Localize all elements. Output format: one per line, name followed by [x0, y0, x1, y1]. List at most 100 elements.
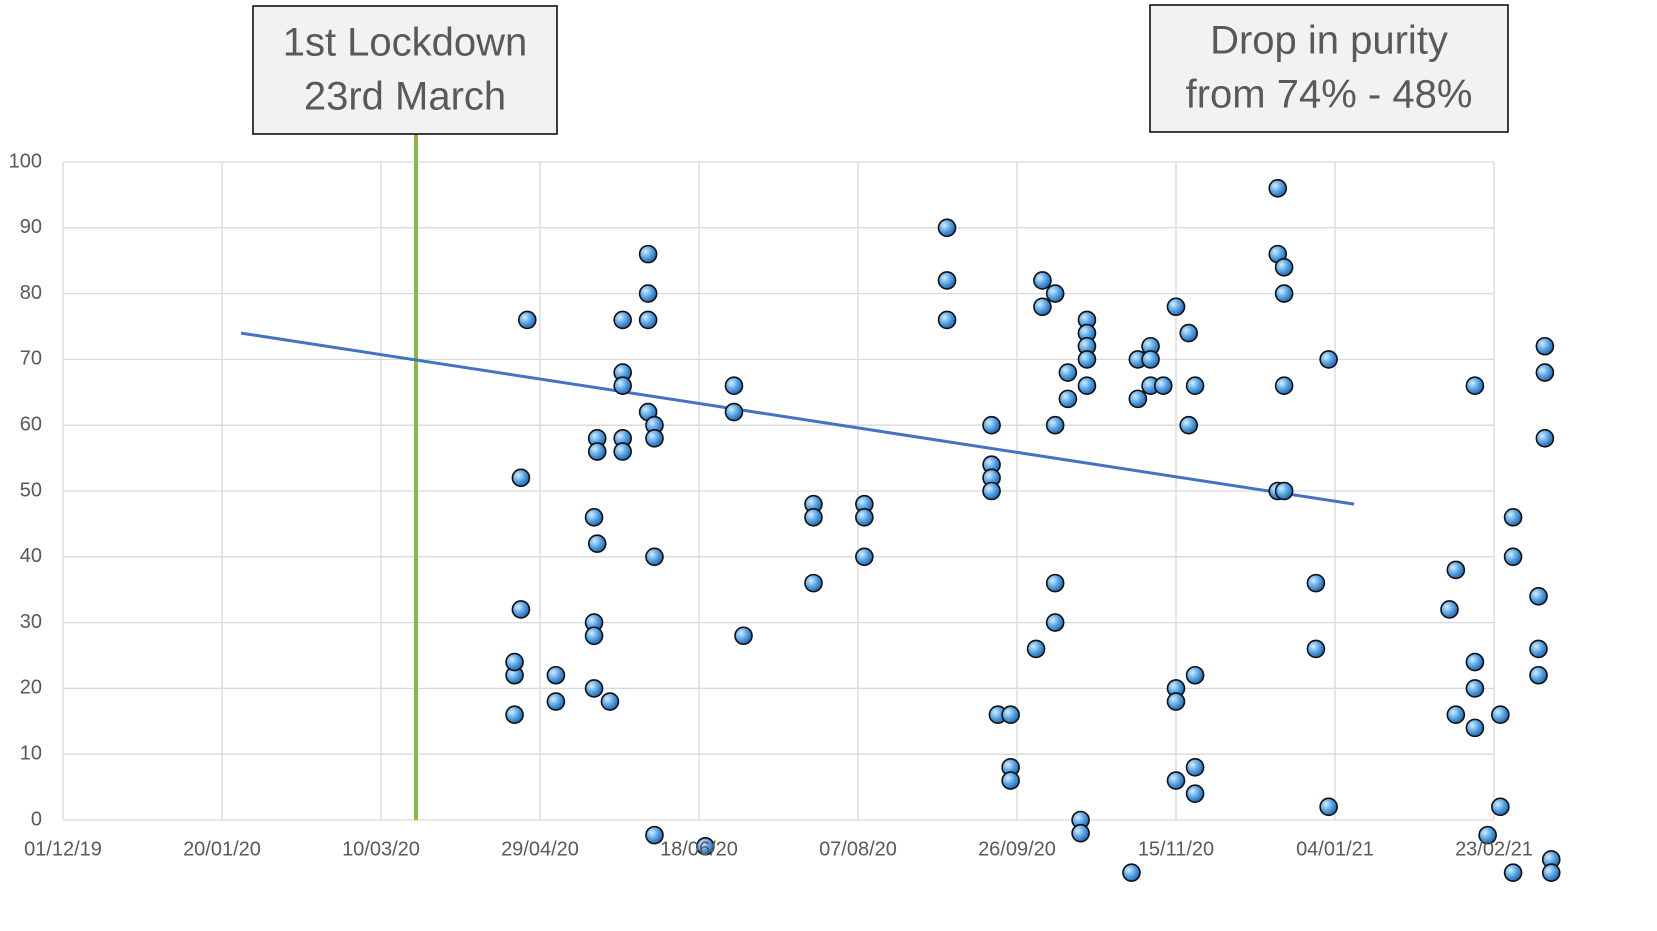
point — [1535, 363, 1555, 382]
point — [1058, 363, 1078, 382]
point — [937, 271, 957, 290]
point — [1185, 376, 1205, 396]
annotation-text: Drop in purity — [1210, 19, 1448, 63]
point — [511, 600, 531, 619]
point — [734, 626, 753, 646]
point — [517, 310, 537, 330]
point — [1274, 376, 1294, 396]
y-tick-label: 100 — [9, 150, 42, 172]
annotation-box — [252, 5, 558, 135]
point — [1465, 652, 1485, 672]
y-tick-label: 20 — [20, 677, 42, 699]
point — [1491, 797, 1510, 817]
x-tick-label: 26/09/20 — [978, 838, 1056, 860]
point — [584, 508, 604, 527]
point — [1185, 758, 1205, 777]
x-tick-label: 18/06/20 — [660, 838, 738, 860]
point — [1503, 508, 1523, 527]
point — [1465, 679, 1485, 698]
point — [1128, 389, 1148, 409]
point — [1541, 863, 1561, 882]
point — [645, 429, 664, 448]
point — [982, 415, 1001, 435]
point — [505, 652, 524, 672]
point — [1268, 179, 1288, 198]
point — [855, 547, 874, 567]
annotation-text: 1st Lockdown — [283, 21, 528, 65]
annotation-text: 23rd March — [304, 75, 506, 119]
x-tick-label: 01/12/19 — [24, 838, 102, 860]
point — [1045, 613, 1065, 632]
y-tick-label: 70 — [20, 348, 42, 370]
point — [1058, 389, 1078, 409]
point — [1045, 284, 1065, 303]
point — [1141, 350, 1160, 369]
point — [1045, 573, 1065, 593]
point — [1179, 415, 1199, 435]
point — [1529, 586, 1548, 606]
point — [1503, 547, 1523, 567]
y-tick-label: 90 — [20, 216, 42, 238]
point — [584, 679, 604, 698]
point — [1306, 573, 1326, 593]
point — [1440, 600, 1459, 619]
point — [1045, 415, 1065, 435]
y-tick-label: 50 — [20, 479, 42, 501]
point — [855, 508, 874, 527]
point — [1001, 705, 1020, 725]
annotation-box — [1149, 4, 1509, 133]
point — [546, 692, 566, 711]
point — [1001, 771, 1020, 790]
point — [1077, 376, 1097, 396]
point — [587, 442, 607, 461]
y-tick-label: 60 — [20, 413, 42, 435]
point — [1465, 376, 1485, 396]
point — [1465, 718, 1485, 738]
point — [1446, 560, 1466, 580]
point — [1166, 692, 1186, 711]
point — [1166, 297, 1186, 317]
point — [1274, 257, 1294, 277]
x-tick-label: 10/03/20 — [342, 838, 420, 860]
point — [1185, 784, 1205, 803]
point — [1478, 825, 1497, 845]
point — [613, 376, 632, 396]
x-tick-label: 04/01/21 — [1296, 838, 1374, 860]
point — [638, 244, 658, 264]
point — [638, 310, 658, 330]
y-tick-label: 80 — [20, 282, 42, 304]
point — [1274, 481, 1294, 501]
point — [645, 825, 664, 845]
point — [1535, 429, 1555, 448]
point — [1033, 271, 1052, 290]
point — [804, 573, 823, 593]
x-tick-label: 07/08/20 — [819, 838, 897, 860]
point — [511, 468, 531, 488]
point — [505, 705, 524, 725]
y-tick-label: 30 — [20, 611, 42, 633]
point — [1306, 639, 1326, 659]
point — [1535, 336, 1555, 356]
grid — [62, 161, 1495, 821]
point — [1179, 323, 1199, 343]
point — [1033, 297, 1052, 317]
point — [1077, 350, 1097, 369]
point — [724, 402, 744, 422]
point — [982, 481, 1001, 501]
point — [1319, 797, 1338, 817]
point — [546, 665, 566, 685]
point — [1319, 350, 1338, 369]
point — [1071, 823, 1090, 843]
y-tick-label: 10 — [20, 742, 42, 764]
point — [638, 284, 658, 303]
point — [613, 310, 632, 330]
point — [1153, 376, 1173, 396]
point — [645, 547, 664, 567]
point — [1122, 863, 1141, 882]
point — [804, 508, 823, 527]
point — [724, 376, 744, 396]
point — [1446, 705, 1466, 725]
annotation-text: from 74% - 48% — [1186, 73, 1473, 117]
